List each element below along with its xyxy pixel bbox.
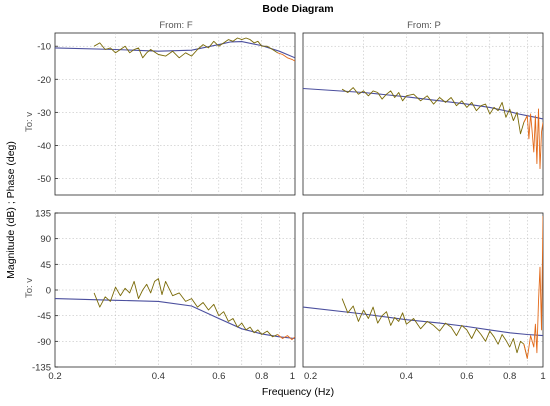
column-label-P: From: P: [407, 20, 441, 31]
measured-line-high-phase-F: [277, 334, 295, 341]
panel-phase-P: 0.2 0.4 0.6 0.8 1: [302, 212, 546, 382]
y-tick-label: 45: [40, 260, 51, 271]
measured-line-high-mag-P: [523, 108, 543, 170]
y-tick-label: -40: [37, 141, 51, 152]
x-axis-label: Frequency (Hz): [262, 386, 334, 398]
measured-line-high-phase-P: [523, 215, 543, 359]
measured-line-mag-F: [93, 37, 278, 59]
x-tick-label: 1: [290, 371, 295, 382]
x-tick-label: 0.6: [212, 371, 225, 382]
y-tick-label: -50: [37, 174, 51, 185]
plot-area-mag-F: [55, 37, 295, 62]
row-label-magnitude: To: v: [24, 112, 35, 132]
panel-mag-P: [302, 32, 544, 196]
y-tick-label: -90: [37, 337, 51, 348]
x-tick-label: 1: [540, 371, 545, 382]
row-label-phase: To: v: [24, 278, 35, 298]
y-axis-label: Magnitude (dB) ; Phase (deg): [5, 141, 17, 279]
y-tick-label: -10: [37, 42, 51, 53]
panel-mag-F: -10 -20 -30 -40 -50: [37, 32, 296, 196]
x-tick-label: 0.4: [152, 371, 165, 382]
y-tick-label: -135: [32, 363, 51, 374]
x-tick-label: 0.8: [255, 371, 268, 382]
model-line-phase-P: [303, 306, 543, 337]
measured-line-mag-P: [341, 87, 528, 135]
measured-line-high-mag-F: [277, 52, 295, 62]
panel-frame-mag-P: [302, 32, 544, 196]
x-tick-label: 0.8: [503, 371, 516, 382]
x-tick-label: 0.2: [48, 371, 61, 382]
y-tick-label: 90: [40, 234, 51, 245]
model-line-phase-F: [55, 298, 295, 340]
y-tick-label: -45: [37, 311, 51, 322]
chart-title: Bode Diagram: [262, 3, 333, 15]
y-tick-label: 135: [35, 209, 51, 220]
plot-area-phase-F: [55, 278, 295, 341]
plot-area-mag-P: [303, 87, 543, 170]
plot-area-phase-P: [303, 215, 543, 359]
column-label-F: From: F: [159, 20, 192, 31]
x-tick-label: 0.6: [460, 371, 473, 382]
y-tick-label: -30: [37, 108, 51, 119]
measured-line-phase-F: [93, 278, 278, 338]
panel-frame-mag-F: [54, 32, 296, 196]
y-tick-label: 0: [46, 286, 51, 297]
y-tick-label: -20: [37, 75, 51, 86]
measured-line-phase-P: [341, 298, 528, 359]
x-tick-label: 0.2: [304, 371, 317, 382]
x-tick-label: 0.4: [400, 371, 413, 382]
